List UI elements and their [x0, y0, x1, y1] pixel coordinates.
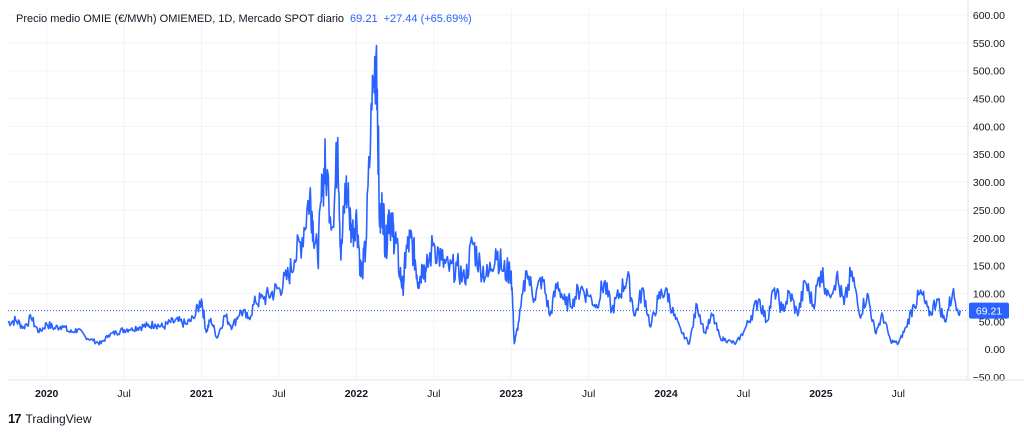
x-tick-label: Jul	[582, 388, 595, 400]
y-tick-label: 0.00	[985, 344, 1006, 356]
x-tick-label: Jul	[272, 388, 285, 400]
y-tick-label: 100.00	[973, 288, 1005, 300]
last-value-badge	[969, 302, 1009, 319]
brand-name: TradingView	[25, 411, 92, 426]
y-tick-label: 350.00	[973, 149, 1005, 161]
x-axis: 2020 Jul 2021 Jul 2022 Jul 2023 Jul 2024 Jul 2025 J…	[8, 379, 1024, 400]
x-tick-label: 2025	[809, 388, 833, 400]
last-price: 69.21	[350, 13, 378, 25]
price-change: +27.44 (+65.69%)	[383, 13, 472, 25]
y-tick-label: −50.00	[973, 372, 1006, 384]
tradingview-brand[interactable]: 17 TradingView	[8, 411, 92, 426]
x-tick-label: Jul	[892, 388, 905, 400]
y-tick-label: 150.00	[973, 261, 1005, 273]
y-tick-label: 50.00	[979, 316, 1005, 328]
tradingview-logo-icon: 17	[8, 411, 22, 426]
price-series	[7, 44, 962, 346]
y-tick-label: 600.00	[973, 10, 1005, 22]
x-tick-label: Jul	[737, 388, 750, 400]
x-tick-label: 2021	[190, 388, 214, 400]
price-line	[7, 44, 962, 346]
y-tick-label: 500.00	[973, 66, 1005, 78]
x-tick-label: 2020	[35, 388, 59, 400]
y-axis: 600.00 550.00 500.00 450.00 400.00 350.00 300.…	[967, 0, 1009, 384]
x-tick-label: Jul	[427, 388, 440, 400]
y-tick-label: 300.00	[973, 177, 1005, 189]
y-tick-label: 550.00	[973, 38, 1005, 50]
y-tick-label: 400.00	[973, 121, 1005, 133]
x-tick-label: 2022	[345, 388, 369, 400]
x-tick-label: Jul	[117, 388, 130, 400]
x-tick-label: 2023	[500, 388, 524, 400]
y-tick-label: 250.00	[973, 205, 1005, 217]
y-tick-label: 200.00	[973, 233, 1005, 245]
chart-legend: Precio medio OMIE (€/MWh) OMIEMED, 1D, M…	[16, 13, 472, 25]
y-tick-label: 450.00	[973, 94, 1005, 106]
last-value-badge-text: 69.21	[976, 306, 1002, 318]
x-tick-label: 2024	[654, 388, 678, 400]
chart-title: Precio medio OMIE (€/MWh) OMIEMED, 1D, M…	[16, 13, 345, 25]
